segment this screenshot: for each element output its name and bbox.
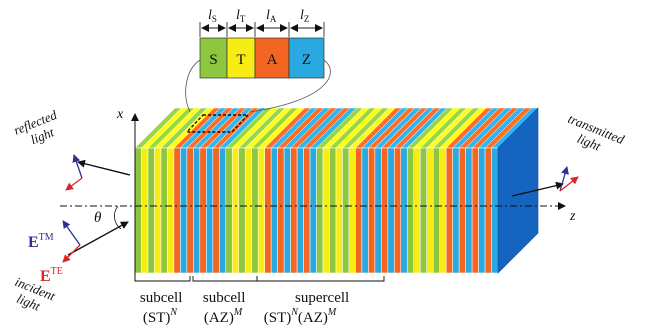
layer-z [374, 147, 382, 274]
layer-s [251, 147, 259, 274]
layer-s [238, 147, 246, 274]
layer-a [290, 147, 298, 274]
layer-t [335, 147, 343, 274]
etm-label: ETM [28, 232, 54, 251]
theta-label: θ [94, 210, 102, 226]
layer-a [381, 147, 389, 274]
subcell-az-label: subcell (AZ)M [203, 290, 249, 326]
multilayer-stack [134, 107, 539, 274]
reflected-tm-vector [72, 154, 83, 179]
layer-a [355, 147, 363, 274]
layer-t [231, 147, 240, 274]
thickness-dimension-lines [199, 22, 325, 37]
zoom-connector [185, 59, 201, 113]
layer-a [484, 147, 492, 274]
layer-z [180, 147, 188, 274]
stack-end-face [497, 107, 539, 274]
layer-z [400, 147, 408, 274]
layer-t [322, 147, 330, 274]
layer-t [257, 147, 266, 274]
layer-a [303, 147, 311, 274]
layer-s [225, 147, 233, 274]
incident-tm-vector [62, 220, 81, 246]
incident-ray [67, 221, 129, 256]
layer-s-letter: S [209, 52, 217, 68]
layer-z [218, 147, 227, 274]
thickness-label-z: lZ [300, 8, 309, 24]
ete-label: ETE [40, 266, 63, 285]
layer-z [309, 147, 317, 274]
layer-z [270, 147, 279, 274]
layer-t [154, 147, 162, 274]
layer-t [426, 147, 434, 274]
layer-t [141, 147, 149, 274]
layer-z [206, 147, 214, 274]
layer-a [173, 147, 181, 274]
reflected-te-vector [65, 177, 83, 191]
layer-t-zoom [226, 37, 256, 79]
period-brackets [134, 276, 385, 282]
layer-z [283, 147, 292, 274]
layer-s [419, 147, 428, 274]
z-axis-label: z [569, 209, 576, 224]
layer-t [244, 147, 253, 274]
layer-t [413, 147, 421, 274]
layer-z [465, 147, 473, 274]
layer-z [296, 147, 304, 274]
layer-a [186, 147, 194, 274]
layer-s [432, 147, 441, 274]
layer-z [491, 147, 499, 274]
layer-a [445, 147, 454, 274]
incident-light-label: incident light [7, 274, 60, 319]
transmitted-te-vector [559, 176, 579, 192]
layer-t-letter: T [236, 52, 245, 68]
layer-s [316, 147, 324, 274]
layer-a-letter: A [267, 52, 278, 68]
layer-s [134, 147, 142, 274]
layer-a [471, 147, 480, 274]
layer-t [348, 147, 356, 274]
layer-s [147, 147, 155, 274]
layer-a [277, 147, 285, 274]
layer-z [387, 147, 395, 274]
layer-s [342, 147, 350, 274]
zoom-selection-box [185, 114, 250, 133]
layer-a [264, 147, 272, 274]
layer-z [478, 147, 486, 274]
layer-a [393, 147, 402, 274]
thickness-label-a: lA [266, 8, 277, 24]
transmitted-ray [511, 181, 564, 197]
layer-a [212, 147, 220, 274]
layer-z-zoom [288, 37, 325, 79]
layer-a [458, 147, 467, 274]
layer-z [361, 147, 369, 274]
layer-z [452, 147, 460, 274]
layer-a [199, 147, 207, 274]
incident-te-vector [62, 244, 81, 263]
subcell-st-label: subcell (ST)N [140, 290, 186, 326]
unit-cell-zoom: S T A Z lS lT lA lZ [185, 8, 331, 133]
zoom-connector [249, 59, 331, 113]
layer-t [167, 147, 175, 274]
layer-t [439, 147, 447, 274]
layer-s [406, 147, 415, 274]
thickness-label-s: lS [208, 8, 217, 24]
layer-a-zoom [254, 37, 290, 79]
transmitted-light-label: transmitted light [560, 111, 629, 162]
layer-z-letter: Z [302, 52, 311, 68]
layer-s [329, 147, 337, 274]
layer-z [193, 147, 201, 274]
incidence-angle-arc [114, 205, 122, 230]
reflected-ray [77, 159, 131, 176]
thickness-label-t: lT [236, 8, 246, 24]
layer-s [160, 147, 168, 274]
transmitted-tm-vector [559, 166, 569, 192]
layer-a [368, 147, 376, 274]
supercell-label: supercell (ST)N(AZ)M [264, 290, 353, 326]
x-axis-label: x [116, 107, 124, 122]
reflected-light-label: reflected light [12, 106, 68, 152]
